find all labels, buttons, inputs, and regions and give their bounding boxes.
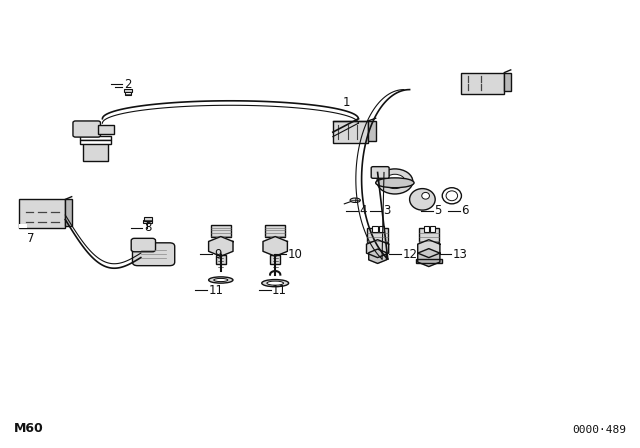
Text: 8: 8 <box>144 221 152 234</box>
FancyBboxPatch shape <box>73 121 100 137</box>
Ellipse shape <box>376 178 414 188</box>
Ellipse shape <box>410 189 435 210</box>
Text: M60: M60 <box>14 422 44 435</box>
Polygon shape <box>367 240 388 258</box>
Bar <box>333 121 368 143</box>
Text: 11: 11 <box>209 284 223 297</box>
Circle shape <box>385 174 405 189</box>
Polygon shape <box>418 240 440 258</box>
Bar <box>80 136 111 140</box>
Bar <box>98 125 114 134</box>
Text: 4: 4 <box>360 204 367 217</box>
FancyBboxPatch shape <box>371 167 389 178</box>
Bar <box>265 225 285 237</box>
Circle shape <box>377 169 413 194</box>
Bar <box>19 224 27 228</box>
Bar <box>144 217 152 221</box>
Bar <box>368 121 376 141</box>
Ellipse shape <box>422 193 429 199</box>
Bar <box>461 73 504 94</box>
FancyBboxPatch shape <box>132 243 175 266</box>
Text: 6: 6 <box>461 204 469 217</box>
Bar <box>416 259 442 263</box>
Ellipse shape <box>442 188 461 204</box>
Bar <box>19 199 65 228</box>
Bar <box>419 228 439 242</box>
Ellipse shape <box>214 278 228 282</box>
FancyBboxPatch shape <box>131 238 156 252</box>
Text: 0000·489: 0000·489 <box>572 426 626 435</box>
Text: 1: 1 <box>342 95 350 109</box>
Bar <box>125 92 131 95</box>
Bar <box>143 220 152 223</box>
Text: 2: 2 <box>124 78 132 91</box>
Polygon shape <box>209 237 233 256</box>
Bar <box>367 228 388 242</box>
Bar <box>124 89 132 92</box>
Text: 12: 12 <box>403 248 417 261</box>
Text: 10: 10 <box>287 248 302 261</box>
Text: 7: 7 <box>27 232 35 246</box>
Ellipse shape <box>267 281 284 285</box>
Text: 3: 3 <box>383 204 391 217</box>
Ellipse shape <box>350 198 360 202</box>
Bar <box>65 199 72 226</box>
Text: 11: 11 <box>272 284 287 297</box>
Ellipse shape <box>209 277 233 283</box>
Bar <box>430 226 435 232</box>
Ellipse shape <box>262 280 289 287</box>
Ellipse shape <box>446 191 458 201</box>
Bar <box>83 137 108 161</box>
Text: 13: 13 <box>453 248 468 261</box>
Bar <box>211 225 231 237</box>
Polygon shape <box>418 249 440 267</box>
Bar <box>379 226 384 232</box>
Polygon shape <box>369 249 387 263</box>
Text: 9: 9 <box>214 248 221 261</box>
Bar <box>80 140 111 144</box>
Polygon shape <box>263 237 287 256</box>
Bar <box>424 226 429 232</box>
Bar <box>504 73 511 91</box>
Bar <box>270 255 280 264</box>
Text: 5: 5 <box>435 204 442 217</box>
Bar <box>372 226 378 232</box>
Bar <box>216 255 226 264</box>
